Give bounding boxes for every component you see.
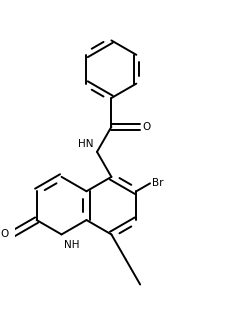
Text: NH: NH xyxy=(64,240,79,250)
Text: HN: HN xyxy=(78,139,94,149)
Text: Br: Br xyxy=(151,178,162,188)
Text: O: O xyxy=(0,230,9,239)
Text: O: O xyxy=(142,122,150,132)
